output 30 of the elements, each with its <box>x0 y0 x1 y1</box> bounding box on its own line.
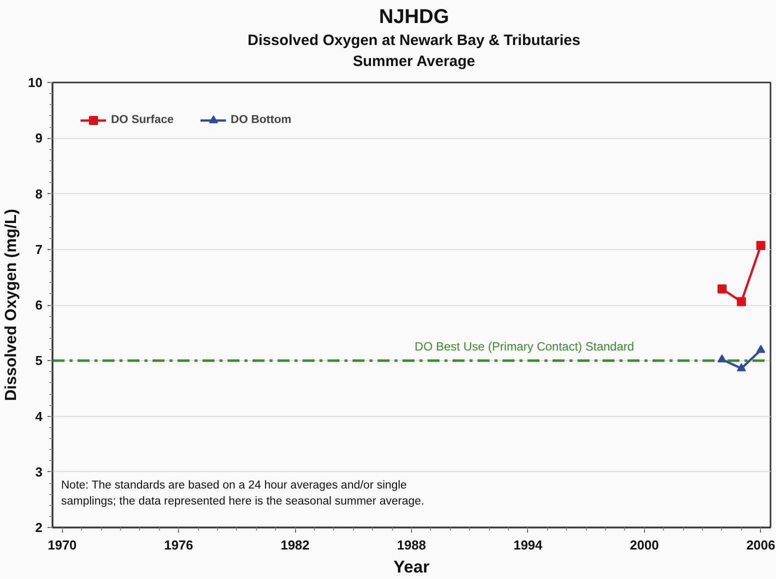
y-tick-label: 8 <box>35 186 43 202</box>
legend-label: DO Bottom <box>230 114 292 126</box>
point <box>717 354 726 362</box>
chart-title: NJHDG <box>378 5 450 30</box>
x-tick-label: 1988 <box>397 538 426 552</box>
y-tick-label: 3 <box>35 464 43 480</box>
y-tick-label: 7 <box>35 242 43 257</box>
x-tick-label: 1970 <box>48 538 77 552</box>
legend-label: DO Surface <box>111 114 174 126</box>
y-tick-label: 9 <box>35 130 43 146</box>
y-tick-label: 2 <box>35 520 43 535</box>
x-tick-label: 1976 <box>164 538 194 552</box>
ref-line-label: DO Best Use (Primary Contact) Standard <box>414 340 634 354</box>
y-tick-label: 4 <box>35 408 44 424</box>
x-tick-label: 1982 <box>280 538 310 552</box>
x-tick-label: 2000 <box>630 538 659 552</box>
y-tick-label: 5 <box>35 353 43 368</box>
point <box>736 297 746 306</box>
y-tick-label: 10 <box>28 75 43 90</box>
x-tick-label: 1994 <box>513 538 544 552</box>
chart-subtitle: Dissolved Oxygen at Newark Bay & Tributaries Summer Average <box>246 31 582 72</box>
y-tick-label: 6 <box>35 298 43 312</box>
point <box>736 363 746 372</box>
y-axis-title: Dissolved Oxygen (mg/L) <box>3 208 20 402</box>
point <box>756 240 766 250</box>
point <box>717 284 726 294</box>
point <box>756 344 766 353</box>
x-axis-title: Year <box>394 558 430 576</box>
annotation: Note: The standards are based on a 24 hour averages and/or single samplings; the data represented here is the seasonal summer average. <box>61 479 424 508</box>
x-tick-label: 2006 <box>746 538 776 552</box>
